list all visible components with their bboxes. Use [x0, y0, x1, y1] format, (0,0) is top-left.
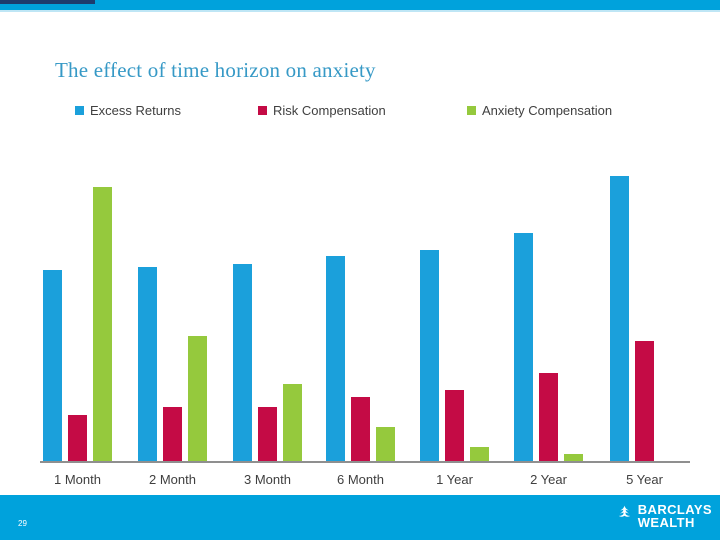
bar-excess-returns — [43, 270, 62, 461]
bar-anxiety-compensation — [564, 454, 583, 461]
x-axis-label: 6 Month — [337, 472, 384, 487]
x-axis-label: 5 Year — [626, 472, 663, 487]
x-axis-labels: 1 Month 2 Month 3 Month 6 Month 1 Year 2 Year… — [40, 472, 690, 490]
x-axis-label: 2 Month — [149, 472, 196, 487]
top-band-fade — [0, 10, 720, 12]
bar-group-1-month — [43, 187, 112, 461]
logo-wordmark: BARCLAYS WEALTH — [638, 503, 712, 529]
bar-anxiety-compensation — [283, 384, 302, 461]
legend-swatch-risk-compensation — [258, 105, 267, 115]
bar-risk-compensation — [635, 341, 654, 461]
top-band — [0, 0, 720, 10]
bar-group-5-year — [610, 176, 679, 461]
bar-excess-returns — [610, 176, 629, 461]
legend-label: Excess Returns — [90, 102, 182, 118]
legend-swatch-excess-returns — [75, 105, 84, 115]
bar-group-2-month — [138, 267, 207, 461]
bar-risk-compensation — [258, 407, 277, 461]
x-axis-label: 3 Month — [244, 472, 291, 487]
bar-group-6-month — [326, 256, 395, 461]
bar-excess-returns — [420, 250, 439, 461]
bar-anxiety-compensation — [376, 427, 395, 461]
bar-excess-returns — [514, 233, 533, 461]
bar-excess-returns — [233, 264, 252, 461]
x-axis-label: 1 Year — [436, 472, 473, 487]
x-axis-label: 2 Year — [530, 472, 567, 487]
bar-risk-compensation — [68, 415, 87, 461]
bar-risk-compensation — [539, 373, 558, 461]
legend-item-anxiety-compensation: Anxiety Compensation — [467, 102, 612, 118]
bar-risk-compensation — [351, 397, 370, 461]
x-axis-label: 1 Month — [54, 472, 101, 487]
bottom-band: 29 BARCLAYS WEALTH — [0, 495, 720, 540]
x-axis-line — [40, 461, 690, 463]
logo-line-1: BARCLAYS — [637, 502, 712, 517]
chart-legend: Excess Returns Risk Compensation Anxiety… — [0, 102, 720, 120]
barclays-eagle-icon — [618, 505, 630, 517]
bar-excess-returns — [326, 256, 345, 461]
barclays-wealth-logo: BARCLAYS WEALTH — [616, 503, 712, 529]
bar-excess-returns — [138, 267, 157, 461]
bar-anxiety-compensation — [93, 187, 112, 461]
legend-item-risk-compensation: Risk Compensation — [258, 102, 386, 118]
legend-label: Anxiety Compensation — [482, 102, 613, 118]
bar-group-1-year — [420, 250, 489, 461]
legend-item-excess-returns: Excess Returns — [75, 102, 181, 118]
legend-label: Risk Compensation — [273, 102, 386, 118]
bar-anxiety-compensation — [470, 447, 489, 461]
page-number: 29 — [18, 519, 27, 528]
logo-line-2: WEALTH — [637, 515, 695, 530]
bar-group-3-month — [233, 264, 302, 461]
bar-risk-compensation — [445, 390, 464, 461]
bar-group-2-year — [514, 233, 583, 461]
plot-area — [40, 176, 690, 461]
slide-title: The effect of time horizon on anxiety — [55, 58, 376, 82]
legend-swatch-anxiety-compensation — [467, 105, 476, 115]
bar-risk-compensation — [163, 407, 182, 461]
bar-anxiety-compensation — [188, 336, 207, 461]
corner-accent-bar — [0, 0, 95, 4]
